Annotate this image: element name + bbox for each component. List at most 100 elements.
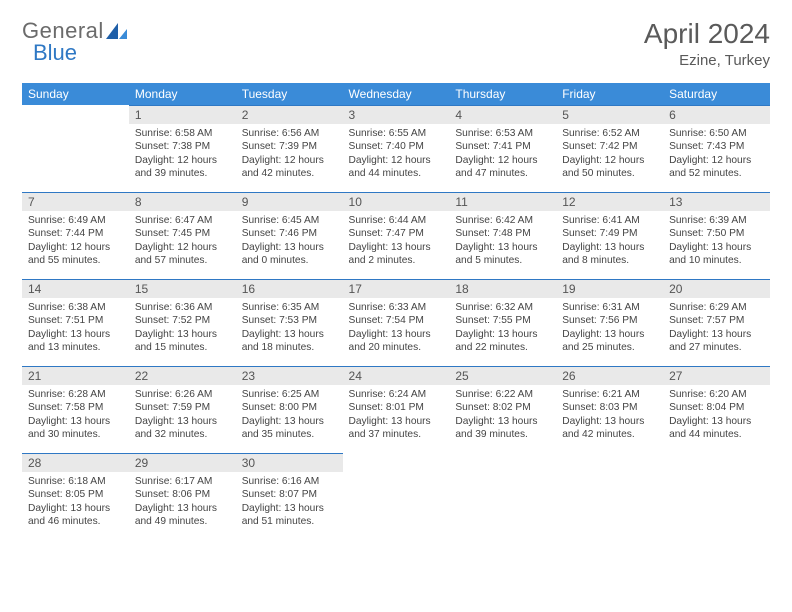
day-cell: 2Sunrise: 6:56 AMSunset: 7:39 PMDaylight… xyxy=(236,105,343,192)
day-cell: 17Sunrise: 6:33 AMSunset: 7:54 PMDayligh… xyxy=(343,279,450,366)
calendar-cell xyxy=(663,453,770,540)
day-cell: 3Sunrise: 6:55 AMSunset: 7:40 PMDaylight… xyxy=(343,105,450,192)
daylight-line: Daylight: 13 hours and 13 minutes. xyxy=(28,328,123,355)
day-content: Sunrise: 6:53 AMSunset: 7:41 PMDaylight:… xyxy=(449,124,556,185)
calendar-cell: 11Sunrise: 6:42 AMSunset: 7:48 PMDayligh… xyxy=(449,192,556,279)
day-content: Sunrise: 6:18 AMSunset: 8:05 PMDaylight:… xyxy=(22,472,129,533)
calendar-cell xyxy=(343,453,450,540)
day-cell: 26Sunrise: 6:21 AMSunset: 8:03 PMDayligh… xyxy=(556,366,663,453)
day-content: Sunrise: 6:50 AMSunset: 7:43 PMDaylight:… xyxy=(663,124,770,185)
sunset-line: Sunset: 7:43 PM xyxy=(669,140,764,153)
day-cell: 30Sunrise: 6:16 AMSunset: 8:07 PMDayligh… xyxy=(236,453,343,540)
day-content: Sunrise: 6:21 AMSunset: 8:03 PMDaylight:… xyxy=(556,385,663,446)
daylight-line: Daylight: 13 hours and 37 minutes. xyxy=(349,415,444,442)
day-cell: 25Sunrise: 6:22 AMSunset: 8:02 PMDayligh… xyxy=(449,366,556,453)
calendar-body: 1Sunrise: 6:58 AMSunset: 7:38 PMDaylight… xyxy=(22,105,770,540)
daylight-line: Daylight: 13 hours and 8 minutes. xyxy=(562,241,657,268)
day-cell: 12Sunrise: 6:41 AMSunset: 7:49 PMDayligh… xyxy=(556,192,663,279)
day-cell: 13Sunrise: 6:39 AMSunset: 7:50 PMDayligh… xyxy=(663,192,770,279)
calendar-cell: 14Sunrise: 6:38 AMSunset: 7:51 PMDayligh… xyxy=(22,279,129,366)
daylight-line: Daylight: 13 hours and 5 minutes. xyxy=(455,241,550,268)
sunrise-line: Sunrise: 6:29 AM xyxy=(669,301,764,314)
sunset-line: Sunset: 7:48 PM xyxy=(455,227,550,240)
calendar-cell xyxy=(556,453,663,540)
sunset-line: Sunset: 8:00 PM xyxy=(242,401,337,414)
day-content: Sunrise: 6:42 AMSunset: 7:48 PMDaylight:… xyxy=(449,211,556,272)
sunset-line: Sunset: 7:46 PM xyxy=(242,227,337,240)
day-number: 30 xyxy=(236,453,343,472)
sunrise-line: Sunrise: 6:20 AM xyxy=(669,388,764,401)
sunset-line: Sunset: 7:58 PM xyxy=(28,401,123,414)
day-cell: 11Sunrise: 6:42 AMSunset: 7:48 PMDayligh… xyxy=(449,192,556,279)
sunset-line: Sunset: 7:54 PM xyxy=(349,314,444,327)
logo-text-blue: Blue xyxy=(33,40,77,65)
sunrise-line: Sunrise: 6:45 AM xyxy=(242,214,337,227)
day-number: 7 xyxy=(22,192,129,211)
sunrise-line: Sunrise: 6:39 AM xyxy=(669,214,764,227)
day-cell: 27Sunrise: 6:20 AMSunset: 8:04 PMDayligh… xyxy=(663,366,770,453)
day-cell: 5Sunrise: 6:52 AMSunset: 7:42 PMDaylight… xyxy=(556,105,663,192)
day-cell: 29Sunrise: 6:17 AMSunset: 8:06 PMDayligh… xyxy=(129,453,236,540)
calendar-cell: 8Sunrise: 6:47 AMSunset: 7:45 PMDaylight… xyxy=(129,192,236,279)
sunset-line: Sunset: 7:52 PM xyxy=(135,314,230,327)
day-content: Sunrise: 6:47 AMSunset: 7:45 PMDaylight:… xyxy=(129,211,236,272)
day-content: Sunrise: 6:35 AMSunset: 7:53 PMDaylight:… xyxy=(236,298,343,359)
sunrise-line: Sunrise: 6:58 AM xyxy=(135,127,230,140)
day-content: Sunrise: 6:22 AMSunset: 8:02 PMDaylight:… xyxy=(449,385,556,446)
day-cell: 21Sunrise: 6:28 AMSunset: 7:58 PMDayligh… xyxy=(22,366,129,453)
day-number: 28 xyxy=(22,453,129,472)
daylight-line: Daylight: 12 hours and 39 minutes. xyxy=(135,154,230,181)
calendar-cell: 13Sunrise: 6:39 AMSunset: 7:50 PMDayligh… xyxy=(663,192,770,279)
day-content: Sunrise: 6:25 AMSunset: 8:00 PMDaylight:… xyxy=(236,385,343,446)
weekday-header: Saturday xyxy=(663,83,770,105)
daylight-line: Daylight: 12 hours and 44 minutes. xyxy=(349,154,444,181)
day-cell: 15Sunrise: 6:36 AMSunset: 7:52 PMDayligh… xyxy=(129,279,236,366)
day-content: Sunrise: 6:44 AMSunset: 7:47 PMDaylight:… xyxy=(343,211,450,272)
sunrise-line: Sunrise: 6:17 AM xyxy=(135,475,230,488)
daylight-line: Daylight: 13 hours and 32 minutes. xyxy=(135,415,230,442)
calendar-cell: 30Sunrise: 6:16 AMSunset: 8:07 PMDayligh… xyxy=(236,453,343,540)
sunset-line: Sunset: 7:55 PM xyxy=(455,314,550,327)
sunrise-line: Sunrise: 6:53 AM xyxy=(455,127,550,140)
day-content: Sunrise: 6:36 AMSunset: 7:52 PMDaylight:… xyxy=(129,298,236,359)
day-content: Sunrise: 6:32 AMSunset: 7:55 PMDaylight:… xyxy=(449,298,556,359)
sunrise-line: Sunrise: 6:41 AM xyxy=(562,214,657,227)
calendar-row: 1Sunrise: 6:58 AMSunset: 7:38 PMDaylight… xyxy=(22,105,770,192)
day-number: 13 xyxy=(663,192,770,211)
calendar-cell: 10Sunrise: 6:44 AMSunset: 7:47 PMDayligh… xyxy=(343,192,450,279)
sunrise-line: Sunrise: 6:36 AM xyxy=(135,301,230,314)
day-number: 19 xyxy=(556,279,663,298)
calendar-cell: 23Sunrise: 6:25 AMSunset: 8:00 PMDayligh… xyxy=(236,366,343,453)
day-cell: 10Sunrise: 6:44 AMSunset: 7:47 PMDayligh… xyxy=(343,192,450,279)
daylight-line: Daylight: 13 hours and 30 minutes. xyxy=(28,415,123,442)
sunset-line: Sunset: 7:39 PM xyxy=(242,140,337,153)
sunset-line: Sunset: 7:42 PM xyxy=(562,140,657,153)
day-content: Sunrise: 6:16 AMSunset: 8:07 PMDaylight:… xyxy=(236,472,343,533)
calendar-table: SundayMondayTuesdayWednesdayThursdayFrid… xyxy=(22,83,770,540)
day-cell: 18Sunrise: 6:32 AMSunset: 7:55 PMDayligh… xyxy=(449,279,556,366)
sunset-line: Sunset: 7:51 PM xyxy=(28,314,123,327)
day-content: Sunrise: 6:31 AMSunset: 7:56 PMDaylight:… xyxy=(556,298,663,359)
day-number: 6 xyxy=(663,105,770,124)
daylight-line: Daylight: 13 hours and 51 minutes. xyxy=(242,502,337,529)
sunrise-line: Sunrise: 6:49 AM xyxy=(28,214,123,227)
sunset-line: Sunset: 8:06 PM xyxy=(135,488,230,501)
header: General April 2024 Ezine, Turkey xyxy=(22,18,770,69)
sunset-line: Sunset: 7:44 PM xyxy=(28,227,123,240)
daylight-line: Daylight: 13 hours and 25 minutes. xyxy=(562,328,657,355)
calendar-row: 21Sunrise: 6:28 AMSunset: 7:58 PMDayligh… xyxy=(22,366,770,453)
sunrise-line: Sunrise: 6:55 AM xyxy=(349,127,444,140)
daylight-line: Daylight: 13 hours and 22 minutes. xyxy=(455,328,550,355)
weekday-header: Monday xyxy=(129,83,236,105)
sunrise-line: Sunrise: 6:32 AM xyxy=(455,301,550,314)
daylight-line: Daylight: 12 hours and 42 minutes. xyxy=(242,154,337,181)
day-cell: 6Sunrise: 6:50 AMSunset: 7:43 PMDaylight… xyxy=(663,105,770,192)
sunset-line: Sunset: 7:47 PM xyxy=(349,227,444,240)
day-cell: 16Sunrise: 6:35 AMSunset: 7:53 PMDayligh… xyxy=(236,279,343,366)
day-content: Sunrise: 6:55 AMSunset: 7:40 PMDaylight:… xyxy=(343,124,450,185)
calendar-cell: 4Sunrise: 6:53 AMSunset: 7:41 PMDaylight… xyxy=(449,105,556,192)
day-cell: 4Sunrise: 6:53 AMSunset: 7:41 PMDaylight… xyxy=(449,105,556,192)
sunset-line: Sunset: 7:50 PM xyxy=(669,227,764,240)
daylight-line: Daylight: 13 hours and 18 minutes. xyxy=(242,328,337,355)
sunrise-line: Sunrise: 6:31 AM xyxy=(562,301,657,314)
